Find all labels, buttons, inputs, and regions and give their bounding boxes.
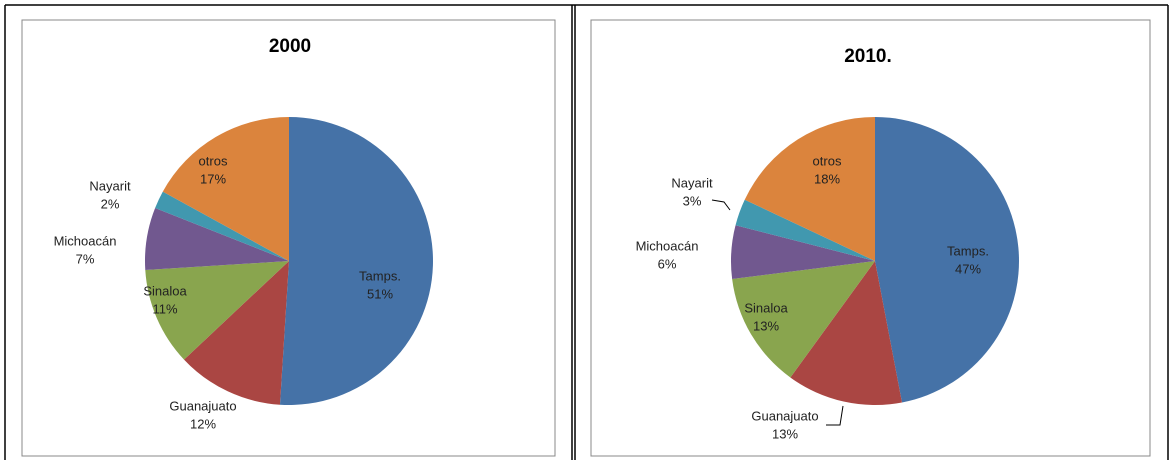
slice-value-label: 13% xyxy=(753,318,779,333)
slice-value-label: 13% xyxy=(772,426,798,441)
slice-label: otros xyxy=(813,153,842,168)
slice-value-label: 7% xyxy=(76,251,95,266)
slice-value-label: 2% xyxy=(101,196,120,211)
pie-slice xyxy=(732,261,875,378)
slice-label: otros xyxy=(199,153,228,168)
pie-slice xyxy=(162,117,289,261)
pie-slice xyxy=(279,117,433,405)
slice-label: Tamps. xyxy=(359,268,401,283)
slice-label: Michoacán xyxy=(636,238,699,253)
pie-slice xyxy=(184,261,289,405)
pie-slice xyxy=(790,261,902,405)
slice-value-label: 11% xyxy=(152,301,177,316)
leader-line xyxy=(711,199,731,211)
pie-slice xyxy=(744,117,875,261)
slice-label: Sinaloa xyxy=(744,300,788,315)
chart-frame xyxy=(21,19,556,457)
slice-label: Guanajuato xyxy=(169,398,236,413)
slice-value-label: 17% xyxy=(200,171,226,186)
pie-slice xyxy=(155,191,289,261)
slice-value-label: 6% xyxy=(658,256,677,271)
slice-label: Sinaloa xyxy=(143,283,187,298)
slice-label: Michoacán xyxy=(54,233,117,248)
slice-label: Tamps. xyxy=(947,243,989,258)
slice-value-label: 12% xyxy=(190,416,216,431)
chart-frame xyxy=(590,19,1151,457)
slice-value-label: 47% xyxy=(955,261,981,276)
chart-title: 2010. xyxy=(844,46,892,67)
slice-value-label: 51% xyxy=(367,286,393,301)
pie-slice xyxy=(735,199,875,261)
slice-value-label: 3% xyxy=(683,193,702,208)
pie-slice xyxy=(875,117,1020,403)
chart-title: 2000 xyxy=(269,36,311,57)
pie-slice xyxy=(145,261,289,360)
slice-value-label: 18% xyxy=(814,171,840,186)
slice-label: Guanajuato xyxy=(751,408,818,423)
slice-label: Nayarit xyxy=(89,178,131,193)
pie-slice xyxy=(145,207,289,271)
slice-label: Nayarit xyxy=(671,175,713,190)
pie-slice xyxy=(731,225,875,280)
leader-line xyxy=(826,405,844,426)
